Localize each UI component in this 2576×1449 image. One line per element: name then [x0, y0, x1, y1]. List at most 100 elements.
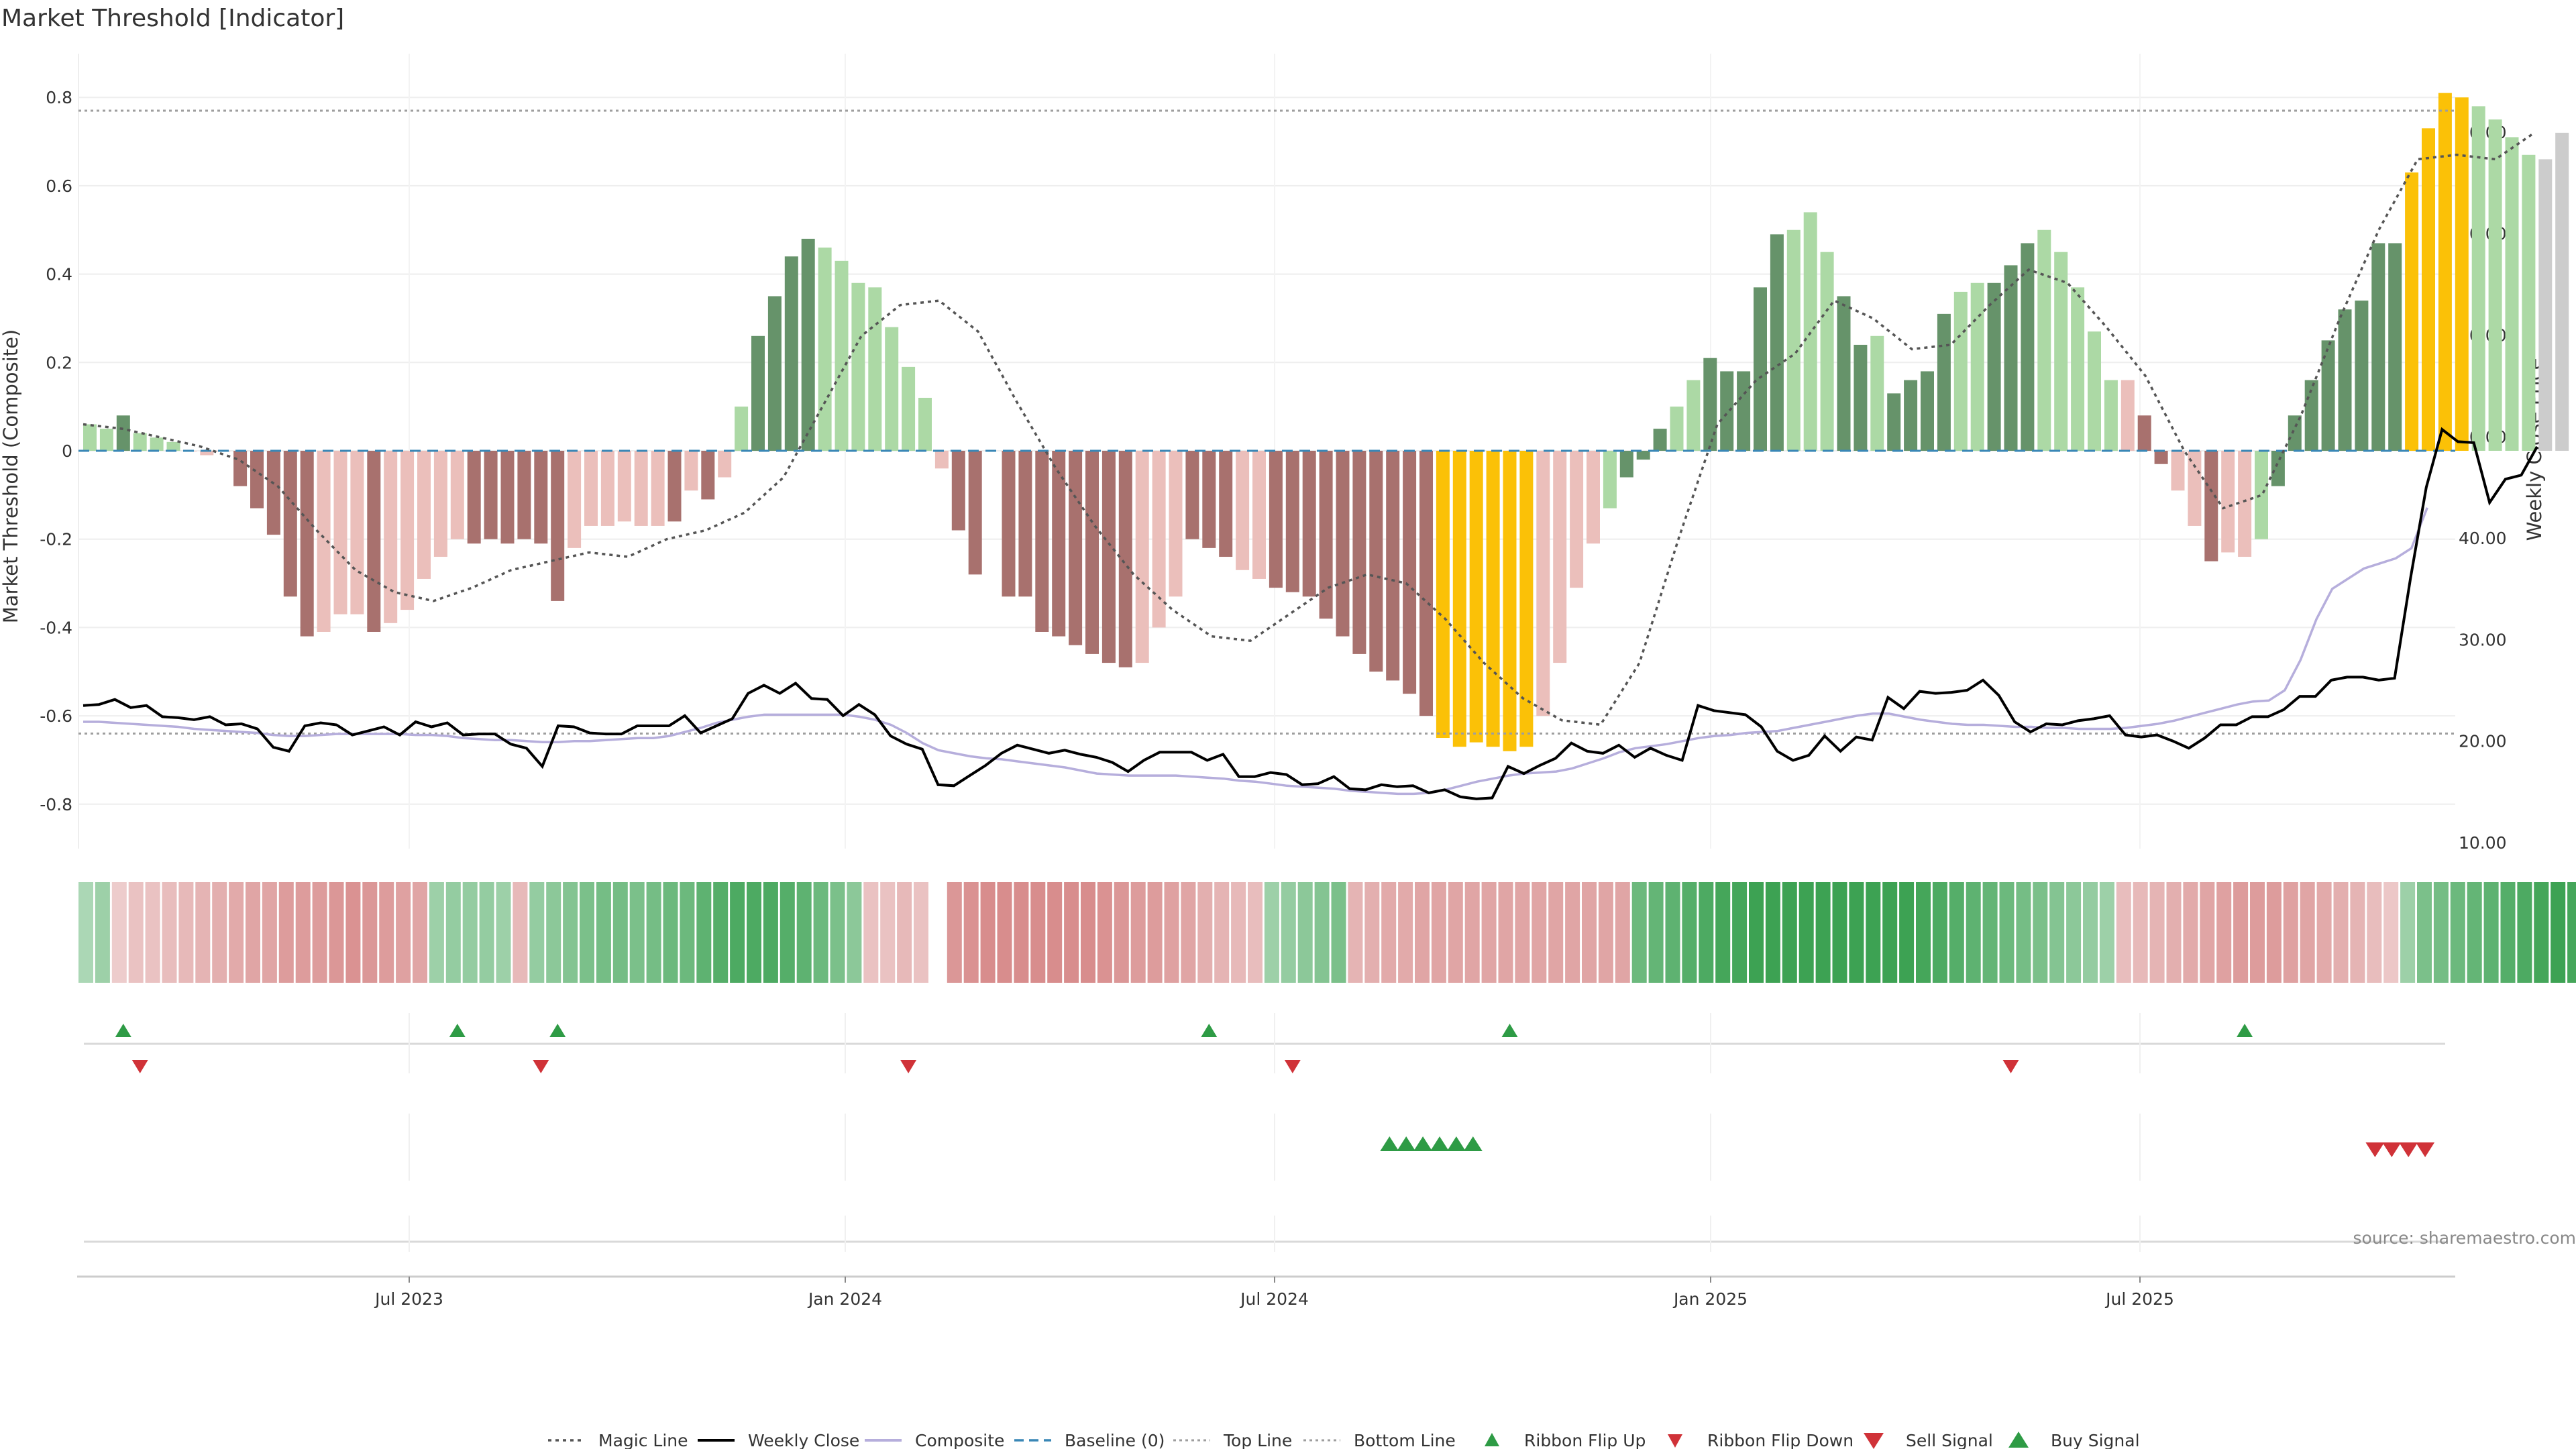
ribbon-cell: [1331, 882, 1346, 983]
composite-bar: [1619, 451, 1633, 478]
ribbon-cell: [1732, 882, 1748, 983]
composite-bar: [166, 441, 180, 451]
ribbon-flip-up-marker: [1501, 1024, 1518, 1037]
ribbon-cell: [2567, 882, 2576, 983]
y-tick-label: 0.8: [46, 88, 72, 107]
ribbon-cell: [1181, 882, 1196, 983]
ribbon-cell: [195, 882, 211, 983]
ribbon-cell: [2166, 882, 2182, 983]
ribbon-cell: [1064, 882, 1079, 983]
composite-bar: [1754, 287, 1767, 451]
ribbon-cell: [2099, 882, 2114, 983]
ribbon-cell: [496, 882, 511, 983]
composite-bar: [1686, 380, 1701, 451]
composite-bar: [1570, 451, 1584, 588]
composite-bar: [1336, 451, 1350, 637]
composite-bar: [1553, 451, 1567, 663]
composite-bar: [851, 282, 865, 451]
composite-bar: [2255, 451, 2268, 539]
ribbon-cell: [2500, 882, 2516, 983]
composite-bar: [2004, 265, 2018, 451]
ribbon-cell: [2233, 882, 2249, 983]
y-tick-label: -0.4: [40, 618, 72, 637]
ribbon-cell: [1364, 882, 1380, 983]
signal-markers: [115, 1024, 2435, 1157]
composite-bar: [1887, 393, 1901, 451]
ribbon-cell: [462, 882, 478, 983]
ribbon-cell: [1582, 882, 1597, 983]
ribbon-cell: [763, 882, 778, 983]
composite-bar: [266, 451, 280, 535]
ribbon-flip-up-marker: [115, 1024, 131, 1037]
ribbon-cell: [1699, 882, 1714, 983]
composite-bar: [133, 433, 147, 451]
ribbon-cell: [295, 882, 311, 983]
composite-bar: [2021, 243, 2035, 451]
ribbon-cell: [1849, 882, 1864, 983]
composite-bar: [1536, 451, 1550, 716]
y-tick-label: 0.2: [46, 353, 72, 372]
ribbon-cell: [1882, 882, 1898, 983]
composite-bar: [400, 451, 415, 610]
composite-bar: [2488, 119, 2502, 451]
ribbon-cell: [2300, 882, 2315, 983]
composite-bar: [2154, 451, 2168, 464]
composite-bar: [1921, 371, 1934, 451]
ribbon-cell: [1281, 882, 1296, 983]
ribbon-cell: [646, 882, 661, 983]
ribbon-flip-up-marker: [549, 1024, 566, 1037]
ribbon-cell: [2534, 882, 2549, 983]
ribbon-cell: [680, 882, 695, 983]
composite-bar: [735, 407, 749, 451]
ribbon-flip-down-marker: [2002, 1060, 2019, 1073]
ribbon-cell: [413, 882, 427, 983]
ribbon-cell: [596, 882, 611, 983]
composite-bar: [701, 451, 715, 500]
ribbon-cell: [513, 882, 528, 983]
x-tick-label: Jul 2023: [374, 1289, 443, 1309]
x-tick-label: Jul 2025: [2104, 1289, 2174, 1309]
ribbon-cell: [1598, 882, 1613, 983]
ribbon-cell: [1081, 882, 1095, 983]
ribbon-cell: [1231, 882, 1246, 983]
legend-label: Sell Signal: [1906, 1431, 1993, 1449]
ribbon-cell: [563, 882, 578, 983]
y-tick-label: -0.6: [40, 706, 72, 726]
ribbon-strip: [78, 882, 2576, 983]
ribbon-cell: [1348, 882, 1363, 983]
composite-bar: [1102, 451, 1116, 663]
x-tick-label: Jan 2024: [807, 1289, 882, 1309]
ribbon-cell: [212, 882, 227, 983]
ribbon-cell: [1381, 882, 1397, 983]
ribbon-cell: [2483, 882, 2499, 983]
ribbon-cell: [345, 882, 361, 983]
composite-bar: [2355, 301, 2369, 451]
ribbon-cell: [2033, 882, 2048, 983]
composite-bar: [1603, 451, 1617, 508]
composite-bar: [300, 451, 314, 637]
ribbon-cell: [713, 882, 729, 983]
composite-bar: [1202, 451, 1216, 548]
ribbon-cell: [1782, 882, 1797, 983]
ribbon-cell: [897, 882, 912, 983]
composite-bar: [2071, 287, 2085, 451]
ribbon-cell: [1765, 882, 1780, 983]
ribbon-cell: [1164, 882, 1179, 983]
composite-bar: [2388, 243, 2402, 451]
composite-bar: [1386, 451, 1400, 681]
ribbon-cell: [1030, 882, 1046, 983]
composite-bar: [1352, 451, 1366, 654]
ribbon-cell: [529, 882, 545, 983]
composite-bar: [968, 451, 982, 575]
ribbon-cell: [2250, 882, 2265, 983]
composite-bar: [667, 451, 682, 522]
ribbon-cell: [2467, 882, 2482, 983]
ribbon-cell: [1214, 882, 1230, 983]
ribbon-cell: [2433, 882, 2449, 983]
composite-bar: [718, 451, 732, 478]
ribbon-cell: [863, 882, 879, 983]
composite-bar: [1369, 451, 1383, 672]
composite-bar: [500, 451, 515, 544]
y2-tick-label: 10.00: [2459, 833, 2507, 853]
ribbon-cell: [2283, 882, 2298, 983]
